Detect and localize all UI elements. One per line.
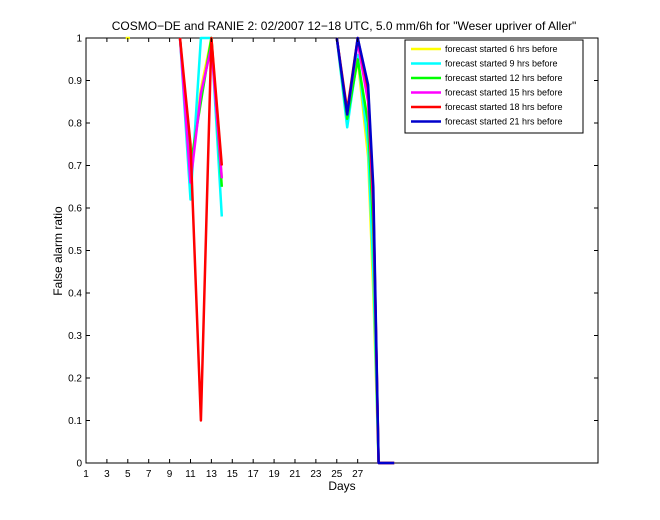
legend-label: forecast started 18 hrs before [445, 102, 563, 112]
x-tick-label: 9 [167, 469, 173, 480]
x-axis-ticks: 1 3 5 7 9 11 13 15 17 19 21 23 25 27 [83, 38, 364, 480]
y-tick-label: 0.8 [68, 119, 82, 130]
series-line-6-segment-1 [335, 36, 395, 465]
x-tick-label: 7 [146, 469, 152, 480]
legend-label: forecast started 12 hrs before [445, 73, 563, 83]
legend-label: forecast started 21 hrs before [445, 117, 563, 127]
plot-area: 1 3 5 7 9 11 13 15 17 19 21 23 25 27 00.10.20.30.40.5… [68, 34, 599, 480]
chart-title: COSMO−DE and RANIE 2: 02/2007 12−18 UTC,… [112, 19, 577, 33]
x-tick-label: 5 [125, 469, 131, 480]
x-tick-label: 13 [206, 469, 218, 480]
y-tick-label: 0.3 [68, 331, 82, 342]
x-axis-label: Days [328, 479, 355, 493]
y-tick-label: 0.1 [68, 416, 82, 427]
y-axis-label: False alarm ratio [51, 206, 65, 296]
y-tick-label: 0.7 [68, 161, 82, 172]
x-tick-label: 11 [185, 469, 196, 480]
x-tick-label: 3 [104, 469, 110, 480]
legend: forecast started 6 hrs before forecast st… [404, 39, 584, 134]
legend-box [404, 39, 584, 134]
legend-label: forecast started 6 hrs before [445, 44, 558, 54]
series-layer [125, 36, 395, 465]
y-tick-label: 0.4 [68, 289, 82, 300]
x-tick-label: 19 [269, 469, 281, 480]
y-tick-label: 0.9 [68, 76, 82, 87]
y-tick-label: 1 [76, 34, 82, 45]
y-axis-ticks: 0 0.1 0.2 0.3 0.4 0.5 0.6 0.7 0.8 0.9 1 [68, 34, 598, 470]
y-tick-label: 0.6 [68, 204, 82, 215]
x-tick-label: 23 [310, 469, 322, 480]
x-tick-label: 1 [83, 469, 89, 480]
y-tick-label: 0.5 [68, 246, 82, 257]
y-tick-label: 0 [76, 459, 82, 470]
x-tick-label: 21 [289, 469, 301, 480]
legend-label: forecast started 9 hrs before [445, 59, 558, 69]
legend-label: forecast started 15 hrs before [445, 88, 563, 98]
x-tick-label: 15 [227, 469, 239, 480]
series-line-5-segment-1 [178, 36, 224, 422]
y-tick-label: 0.2 [68, 374, 82, 385]
x-tick-label: 25 [331, 469, 343, 480]
x-tick-label: 17 [248, 469, 260, 480]
x-tick-label: 27 [352, 469, 364, 480]
